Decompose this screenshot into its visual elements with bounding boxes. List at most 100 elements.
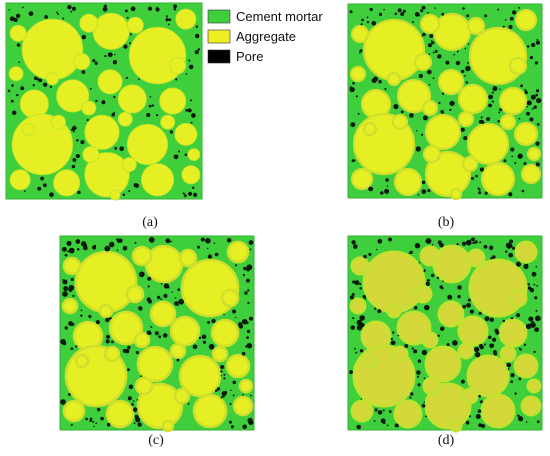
aggregate-particle [225,353,251,379]
aggregate-particle [46,72,59,86]
pore [499,88,501,90]
pore [475,174,478,178]
aggregate-particle [103,345,121,363]
pore [194,50,199,55]
aggregate-particle [457,110,475,128]
aggregate-particle [84,114,120,150]
pore [350,325,355,330]
pore [200,237,205,242]
pore [423,270,426,273]
pore [427,43,432,48]
pore [457,294,461,299]
pore [75,239,81,244]
pore [173,4,178,9]
aggregate-particle [136,382,184,430]
pore [108,316,112,320]
pore [138,306,143,311]
pore [507,368,510,370]
pore [535,309,538,312]
aggregate-particle [161,419,175,433]
pore [247,301,250,305]
pore [427,11,429,14]
aggregate-particle [121,157,137,173]
pore [373,22,376,25]
aggregate-particle [180,258,240,318]
pore [479,167,484,172]
pore [441,92,445,95]
pore [529,56,534,60]
aggregate-particle [350,167,374,191]
pore [241,351,246,356]
pore [498,111,501,114]
pore [32,84,35,87]
pore [518,117,521,120]
pore [359,49,363,53]
aggregate-particle [362,353,378,369]
pore [184,153,188,156]
pore [431,41,435,45]
pore [122,245,128,251]
pore [101,100,106,105]
pore [447,294,453,300]
pore [428,83,431,86]
pore [136,399,139,401]
aggregate-particle [350,399,374,423]
pore [535,40,541,45]
pore [469,309,475,314]
pore [526,263,529,266]
aggregate-particle [520,395,542,417]
pore [523,161,527,166]
aggregate-particle [424,113,462,151]
pore [420,9,424,13]
pore [129,33,132,36]
pore [520,84,523,88]
pore [526,111,530,116]
pore [491,100,494,103]
aggregate-particle [480,393,516,429]
pore [116,238,122,243]
aggregate-particle [461,387,479,405]
pore [478,311,482,315]
pore [468,415,471,418]
legend-label-cement-mortar: Cement mortar [236,9,323,24]
aggregate-particle [81,100,97,116]
aggregate-particle [480,161,516,197]
pore [70,128,74,131]
pore [518,347,521,350]
panel-a-pores [7,4,201,198]
pore [488,335,492,340]
pore [366,16,369,19]
pore [105,339,110,344]
aggregate-particle [362,18,426,82]
pore [92,420,95,423]
pore [467,43,470,45]
aggregate-particle [125,284,145,304]
pore [428,53,431,55]
pore [18,61,20,63]
pore [492,337,497,342]
pore [72,158,77,162]
aggregate-particle [220,288,240,308]
aggregate-particle [513,121,539,147]
pore [68,284,75,291]
pore [191,186,195,190]
pore [71,6,77,11]
pore [211,318,216,324]
pore [165,15,169,18]
legend-label-pore: Pore [236,49,263,64]
pore [368,186,374,192]
pore [197,245,201,249]
pore [37,186,42,191]
pore [492,86,498,92]
aggregate-particle [173,387,191,405]
aggregate-particle [21,18,84,81]
pore [474,240,478,244]
pore [510,373,515,378]
pore [486,117,491,122]
pore [509,16,514,21]
pore [394,423,399,428]
pore [351,292,355,296]
pore [220,396,223,399]
pore [421,403,426,408]
pore [366,20,370,24]
